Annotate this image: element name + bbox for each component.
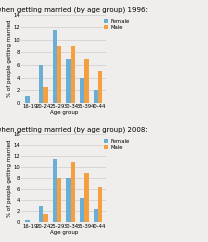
- Bar: [25, 219, 30, 222]
- Bar: [71, 162, 75, 222]
- Bar: [84, 173, 89, 222]
- X-axis label: Age group: Age group: [50, 110, 78, 115]
- Title: Age when getting married (by age group) 2008:: Age when getting married (by age group) …: [0, 127, 148, 133]
- Legend: Female, Male: Female, Male: [103, 137, 131, 151]
- Title: Age when getting married (by age group) 1996:: Age when getting married (by age group) …: [0, 7, 148, 14]
- Bar: [57, 178, 61, 222]
- Bar: [84, 59, 89, 103]
- Legend: Female, Male: Female, Male: [103, 17, 131, 32]
- Bar: [39, 65, 43, 103]
- Bar: [43, 87, 48, 103]
- Bar: [57, 46, 61, 103]
- Bar: [98, 71, 103, 103]
- Y-axis label: % of people getting married: % of people getting married: [7, 140, 12, 217]
- Bar: [98, 187, 103, 222]
- Y-axis label: % of people getting married: % of people getting married: [7, 20, 12, 98]
- Bar: [71, 46, 75, 103]
- Bar: [53, 30, 57, 103]
- Bar: [94, 209, 98, 222]
- Bar: [43, 214, 48, 222]
- Bar: [80, 77, 84, 103]
- Bar: [80, 197, 84, 222]
- Bar: [66, 59, 71, 103]
- Bar: [94, 90, 98, 103]
- Bar: [66, 178, 71, 222]
- X-axis label: Age group: Age group: [50, 230, 78, 235]
- Bar: [25, 96, 30, 103]
- Bar: [53, 159, 57, 222]
- Bar: [39, 206, 43, 222]
